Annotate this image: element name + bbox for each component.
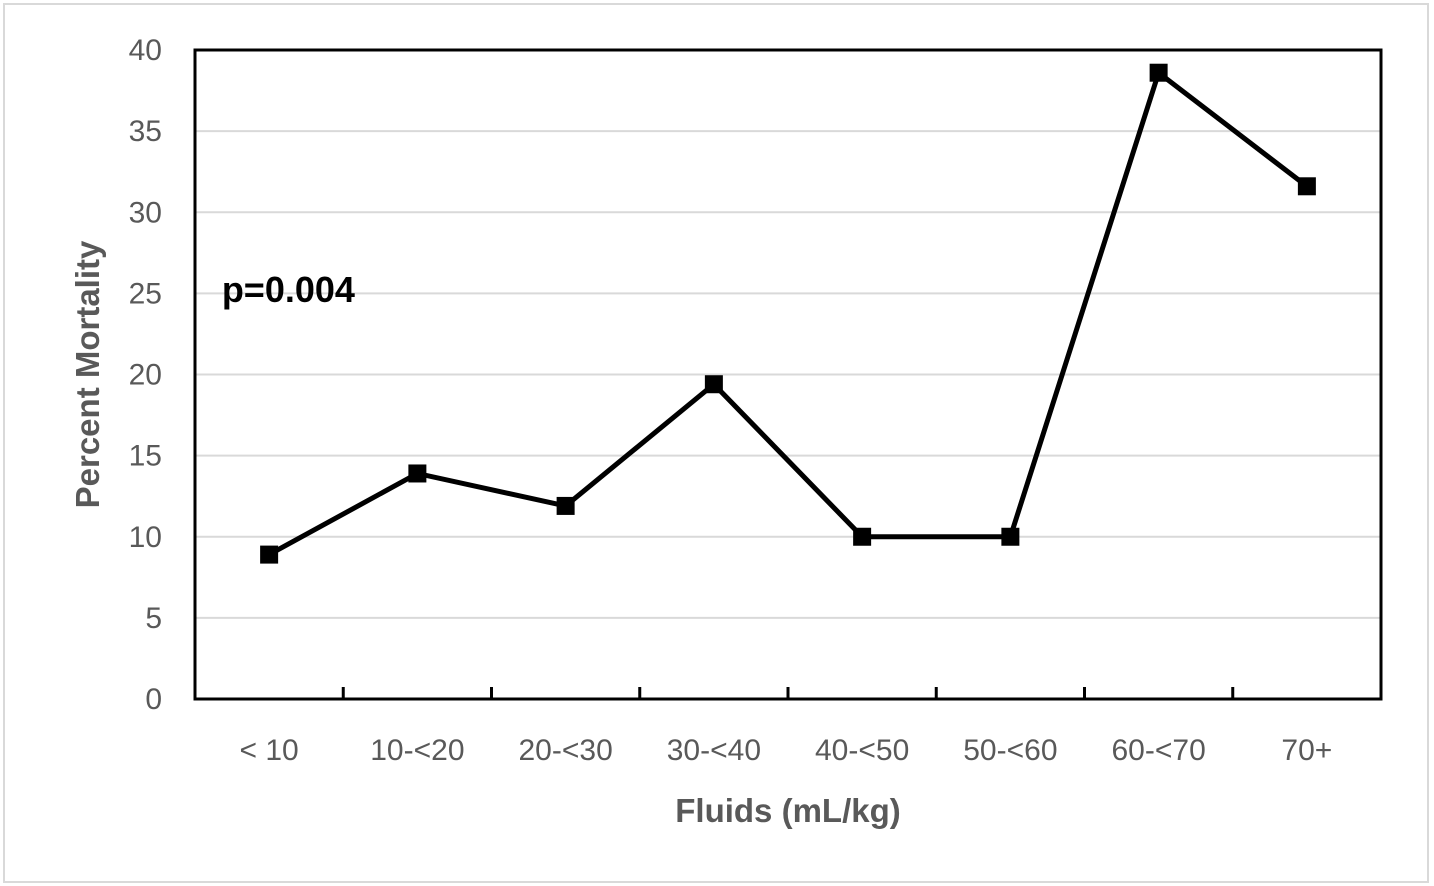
x-tick-label: 50-<60	[963, 734, 1057, 767]
data-point-marker	[1001, 527, 1020, 546]
data-point-marker	[556, 496, 575, 515]
y-tick-label: 30	[129, 196, 162, 229]
y-tick-label: 20	[129, 359, 162, 392]
plot-area-frame	[193, 48, 1383, 701]
y-tick-label: 0	[145, 683, 162, 716]
y-tick-label: 40	[129, 34, 162, 67]
chart-outer-border	[3, 3, 1429, 883]
x-tick-label: 40-<50	[815, 734, 909, 767]
data-point-marker	[1297, 177, 1316, 196]
p-value-annotation: p=0.004	[222, 269, 355, 310]
series-line	[267, 68, 1309, 557]
x-tick-label: 70+	[1281, 734, 1332, 767]
x-tick-label: 60-<70	[1112, 734, 1206, 767]
y-tick-label: 15	[129, 440, 162, 473]
data-point-marker	[704, 375, 723, 394]
x-tick-label: 20-<30	[519, 734, 613, 767]
y-tick-label: 5	[145, 602, 162, 635]
annotations: p=0.004	[222, 269, 355, 310]
y-tick-labels: 0 5 10 15 20 25 30 35 40	[129, 34, 162, 716]
x-tick-label: 30-<40	[667, 734, 761, 767]
series-layer	[260, 63, 1316, 564]
x-tick-label: 10-<20	[370, 734, 464, 767]
x-tick-labels: < 10 10-<20 20-<30 30-<40 40-<50 50-<60 60-<70…	[240, 734, 1333, 767]
data-point-marker	[1149, 63, 1168, 82]
y-tick-label: 25	[129, 277, 162, 310]
data-point-marker	[260, 545, 279, 564]
y-tick-label: 35	[129, 115, 162, 148]
x-tick-label: < 10	[240, 734, 299, 767]
x-axis-title: Fluids (mL/kg)	[675, 792, 901, 829]
y-tick-label: 10	[129, 521, 162, 554]
data-point-marker	[408, 464, 427, 483]
gridlines	[195, 130, 1381, 619]
data-point-marker	[853, 527, 872, 546]
y-axis-title: Percent Mortality	[69, 240, 106, 508]
